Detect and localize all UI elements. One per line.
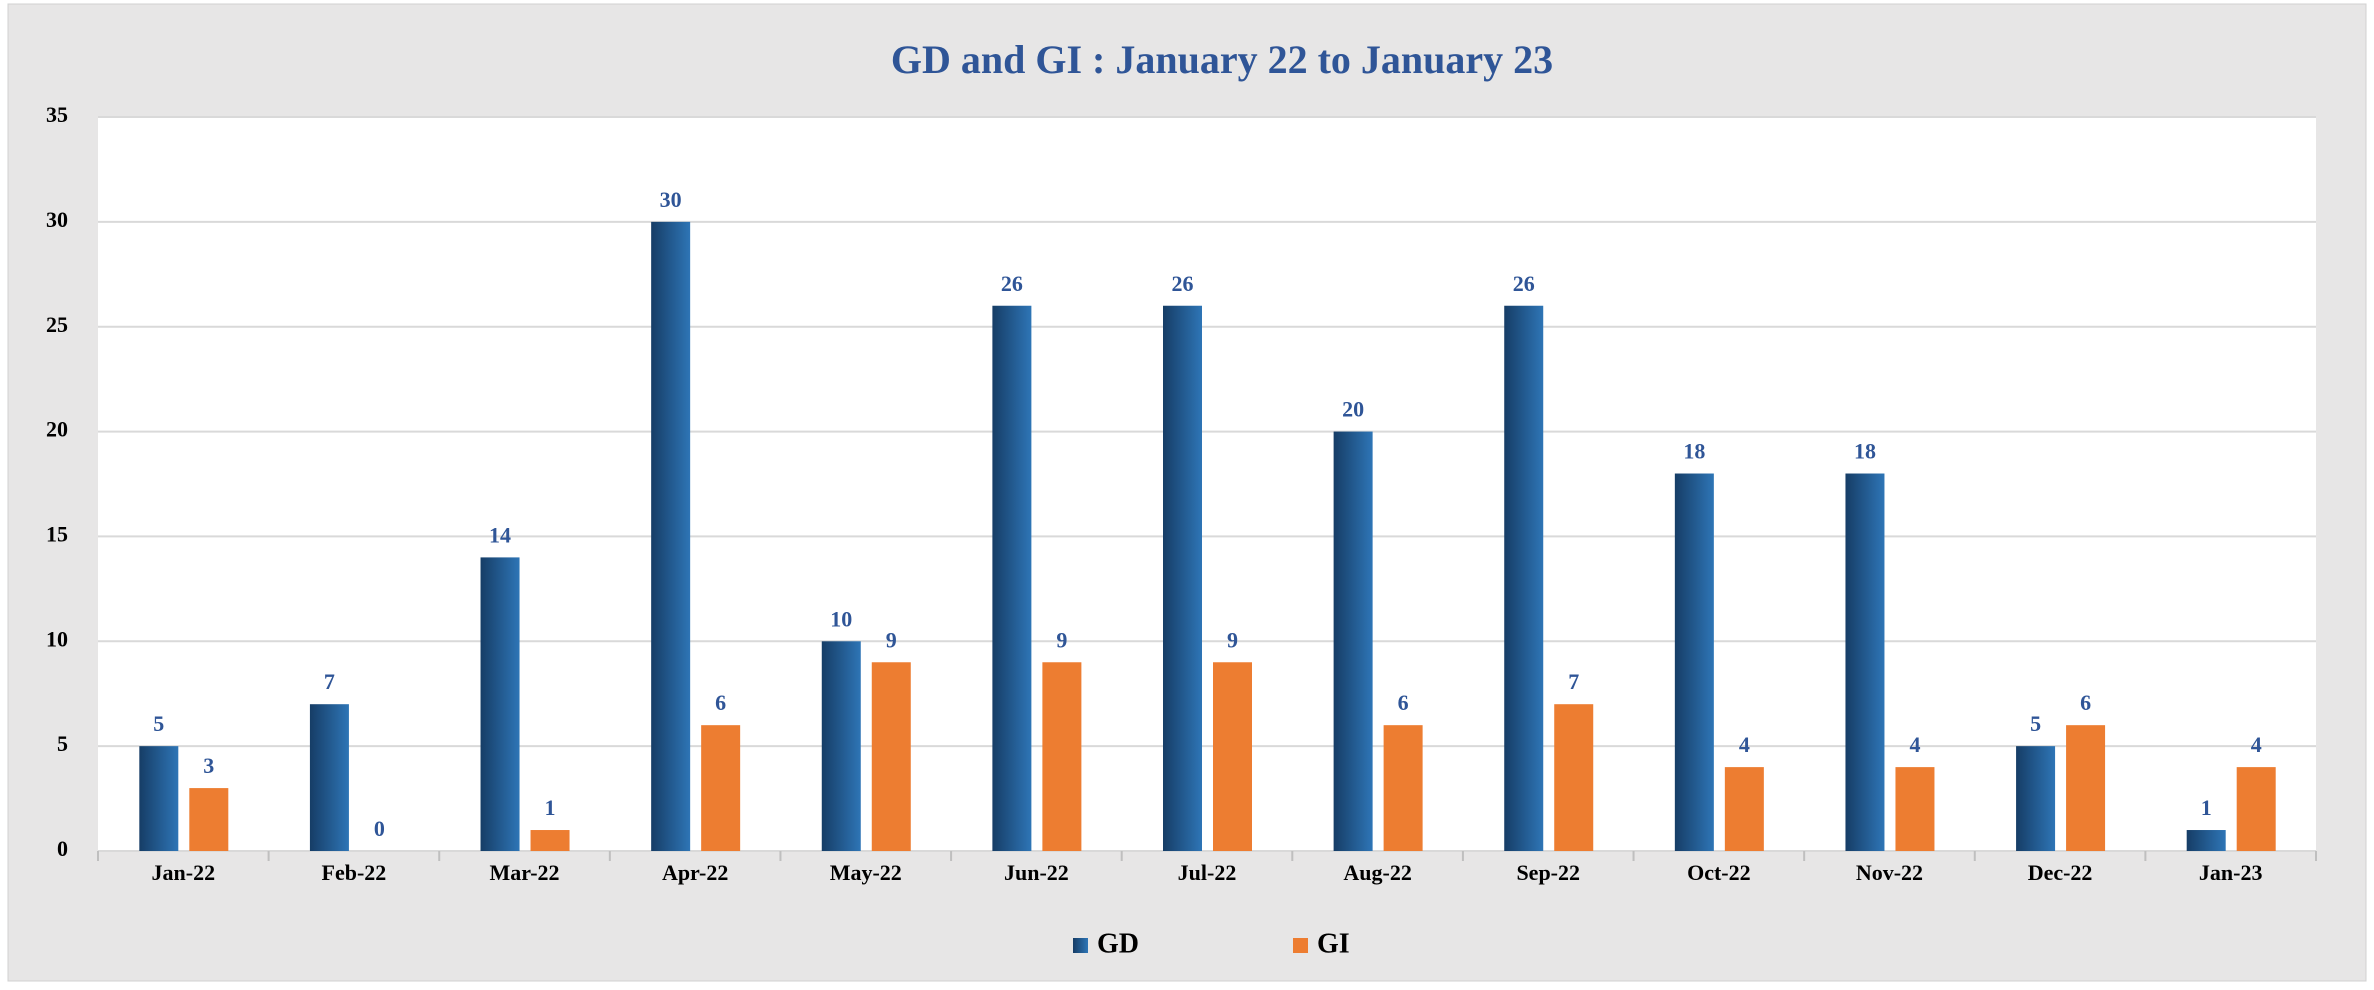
value-label: 14	[489, 522, 511, 547]
bar	[651, 221, 691, 851]
bar	[309, 704, 349, 851]
bar	[871, 662, 911, 851]
bar	[821, 641, 861, 851]
y-tick-label: 35	[46, 102, 68, 127]
x-tick-label: Jan-23	[2199, 860, 2263, 885]
bar	[1383, 725, 1423, 851]
x-tick-label: Sep-22	[1516, 860, 1580, 885]
bar	[992, 305, 1032, 851]
bar	[2016, 746, 2056, 851]
y-tick-label: 20	[46, 417, 68, 442]
x-tick-label: Oct-22	[1687, 860, 1751, 885]
x-tick-label: Feb-22	[322, 860, 387, 885]
x-tick-label: Apr-22	[662, 860, 728, 885]
bar	[1213, 662, 1252, 851]
x-tick-label: Mar-22	[490, 860, 560, 885]
value-label: 20	[1342, 397, 1364, 422]
x-tick-label: Aug-22	[1343, 860, 1411, 885]
bar	[701, 725, 741, 851]
x-tick-label: Nov-22	[1856, 860, 1923, 885]
value-label: 7	[1568, 669, 1579, 694]
bar	[1163, 305, 1202, 851]
value-label: 5	[2030, 711, 2041, 736]
value-label: 7	[324, 669, 335, 694]
value-label: 9	[1056, 627, 1067, 652]
y-tick-label: 5	[57, 731, 68, 756]
plot-area	[98, 117, 2316, 851]
bar	[1674, 473, 1714, 851]
x-tick-label: Jun-22	[1004, 860, 1069, 885]
y-tick-label: 25	[46, 312, 68, 337]
bar	[1724, 767, 1764, 851]
bar	[1554, 704, 1594, 851]
bar	[2186, 830, 2226, 851]
value-label: 5	[153, 711, 164, 736]
legend-label: GD	[1097, 928, 1139, 959]
value-label: 10	[830, 606, 852, 631]
y-tick-label: 15	[46, 521, 68, 546]
bar	[1895, 767, 1935, 851]
bar	[2236, 767, 2276, 851]
value-label: 1	[545, 795, 556, 820]
value-label: 0	[374, 816, 385, 841]
bar	[139, 746, 179, 851]
bar	[1845, 473, 1885, 851]
y-tick-label: 10	[46, 626, 68, 651]
value-label: 6	[715, 690, 726, 715]
bar	[530, 830, 570, 851]
x-tick-label: Dec-22	[2028, 860, 2093, 885]
legend-swatch	[1073, 938, 1088, 953]
value-label: 26	[1513, 271, 1535, 296]
value-label: 9	[886, 627, 897, 652]
legend-swatch	[1293, 938, 1308, 953]
value-label: 3	[203, 753, 214, 778]
bar	[1333, 431, 1373, 851]
chart-title: GD and GI : January 22 to January 23	[891, 37, 1553, 82]
value-label: 18	[1854, 439, 1876, 464]
legend-label: GI	[1317, 928, 1350, 959]
bar	[1504, 305, 1544, 851]
bar	[1042, 662, 1082, 851]
value-label: 4	[1909, 732, 1920, 757]
value-label: 26	[1001, 271, 1023, 296]
bar	[480, 557, 520, 851]
value-label: 6	[2080, 690, 2091, 715]
value-label: 30	[660, 187, 682, 212]
y-tick-label: 0	[57, 836, 68, 861]
value-label: 9	[1227, 627, 1238, 652]
x-tick-label: May-22	[830, 860, 902, 885]
value-label: 4	[2251, 732, 2262, 757]
value-label: 18	[1683, 439, 1705, 464]
value-label: 6	[1398, 690, 1409, 715]
y-tick-label: 30	[46, 207, 68, 232]
bar	[189, 788, 229, 851]
value-label: 26	[1172, 271, 1194, 296]
x-tick-label: Jan-22	[152, 860, 216, 885]
bar	[2066, 725, 2106, 851]
x-tick-label: Jul-22	[1178, 860, 1237, 885]
value-label: 1	[2201, 795, 2212, 820]
value-label: 4	[1739, 732, 1750, 757]
